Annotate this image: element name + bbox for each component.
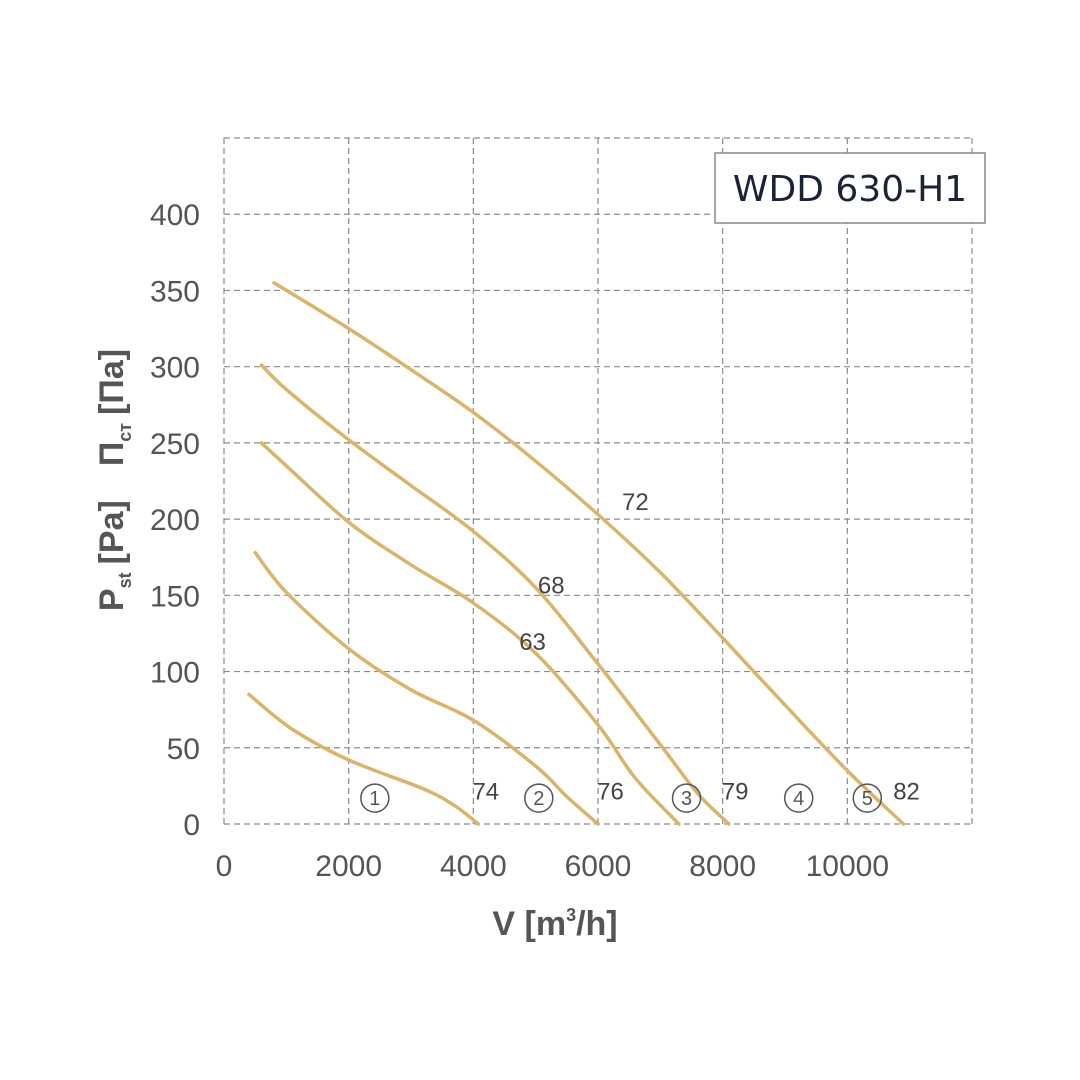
x-tick-label: 8000 [689, 850, 756, 883]
y-axis-label-en-sub: st [115, 572, 135, 588]
series-marker-2: 2 [524, 783, 554, 813]
y-tick-label: 250 [150, 428, 200, 461]
series-marker-circle [852, 783, 883, 813]
series-line-2 [253, 550, 600, 826]
series-marker-circle [524, 783, 554, 813]
y-axis-label-ru: П [93, 442, 131, 466]
y-tick-label: 50 [167, 733, 200, 766]
curve-labels: 72 68 63 74 76 79 82 1 2 3 4 5 [360, 489, 920, 813]
series-marker-number: 5 [862, 788, 873, 810]
curve-annotation: 68 [538, 573, 565, 600]
svg-text:V [m3/h]: V [m3/h] [492, 905, 617, 943]
series-line-3 [259, 441, 681, 826]
y-axis-label-ru-unit: [Па] [93, 349, 131, 415]
y-axis-label-en-unit: [Pa] [93, 500, 131, 564]
x-tick-label: 2000 [315, 850, 382, 883]
x-tick-label: 4000 [440, 850, 507, 883]
title-box-frame [714, 152, 986, 224]
x-axis-title: V [m3/h] [492, 905, 617, 943]
y-tick-label: 150 [150, 580, 200, 613]
series-marker-circle [671, 783, 702, 813]
series-marker-number: 4 [793, 788, 804, 810]
series-marker-3: 3 [671, 783, 702, 813]
series-marker-circle [360, 783, 390, 813]
x-tick-label: 6000 [565, 850, 632, 883]
x-axis-label-sup: 3 [566, 905, 576, 925]
y-axis-label-ru-sub: ст [115, 423, 135, 442]
curve-annotation: 72 [622, 489, 649, 516]
svg-text:Pst[Pa]Пст[Па]: Pst [Pa] Пст [Па] [93, 349, 135, 611]
chart-title: WDD 630-H1 [733, 169, 967, 210]
y-tick-label: 0 [183, 809, 200, 842]
series-marker-circle [783, 783, 814, 813]
series-marker-number: 2 [533, 788, 544, 810]
x-tick-label: 10000 [806, 850, 889, 883]
curve-annotation: 63 [519, 629, 546, 656]
curve-annotation: 76 [597, 778, 624, 805]
y-tick-label: 400 [150, 199, 200, 232]
curve-annotation: 74 [472, 778, 499, 805]
grid [223, 137, 973, 825]
series-marker-4: 4 [783, 783, 814, 813]
y-tick-label: 100 [150, 657, 200, 690]
x-tick-label: 0 [216, 850, 233, 883]
y-axis-title: Pst [Pa] Пст [Па] [93, 349, 135, 611]
series-line-1 [247, 692, 481, 826]
x-axis-label: V [m [492, 905, 566, 943]
y-axis-label-en: P [93, 588, 131, 611]
series-line-5 [272, 281, 906, 826]
series-marker-1: 1 [360, 783, 390, 813]
curve-annotation: 79 [722, 778, 749, 805]
curve-annotation: 82 [893, 778, 920, 805]
y-tick-label: 350 [150, 275, 200, 308]
y-tick-label: 300 [150, 352, 200, 385]
curves [247, 281, 906, 826]
title-box: WDD 630-H1 [714, 152, 986, 224]
x-axis-label-tail: /h] [576, 905, 618, 943]
series-marker-5: 5 [852, 783, 883, 813]
series-marker-number: 3 [681, 788, 692, 810]
series-line-4 [259, 363, 731, 826]
tick-labels: 0 2000 4000 6000 8000 10000 0 50 100 150 200 250 300… [150, 199, 889, 883]
series-marker-number: 1 [369, 788, 380, 810]
y-tick-label: 200 [150, 504, 200, 537]
